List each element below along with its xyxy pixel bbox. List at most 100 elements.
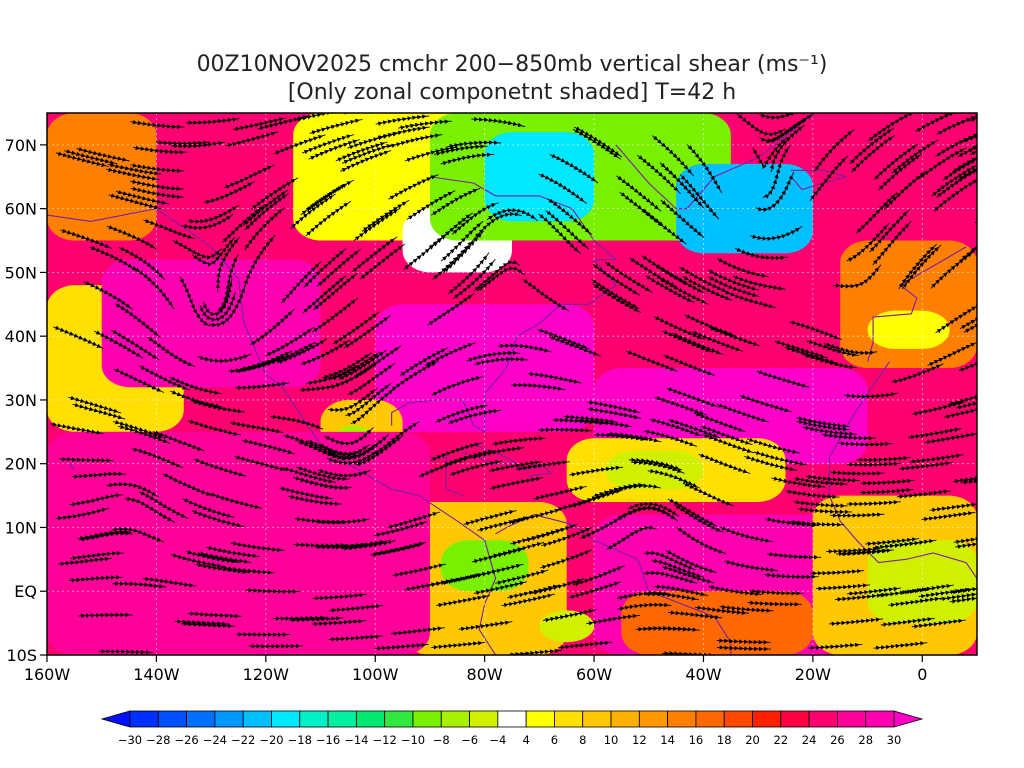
streamline xyxy=(447,140,502,149)
streamline xyxy=(806,339,860,357)
colorbar-swatch xyxy=(525,710,555,728)
lon-tick-label: 0 xyxy=(917,665,927,684)
streamline xyxy=(458,620,513,632)
colorbar-label: 26 xyxy=(830,733,845,747)
streamline xyxy=(418,457,471,478)
colorbar-label: 12 xyxy=(632,733,647,747)
colorbar-swatch xyxy=(610,710,640,728)
streamline xyxy=(955,394,977,410)
colorbar-swatch xyxy=(214,710,244,728)
streamline xyxy=(587,406,642,420)
colorbar-swatch xyxy=(837,710,867,728)
streamline xyxy=(558,640,613,650)
streamline xyxy=(71,471,126,479)
streamline xyxy=(935,303,977,334)
streamline xyxy=(919,147,967,179)
latitude-axis: 70N 60N 50N 40N 30N 20N 10N EQ 10S xyxy=(5,136,47,665)
colorbar-swatch xyxy=(129,710,159,728)
streamline xyxy=(568,581,622,600)
streamline xyxy=(142,576,197,588)
streamline xyxy=(572,128,621,160)
colorbar-swatch xyxy=(780,710,810,728)
coastline xyxy=(828,361,977,579)
streamline xyxy=(606,525,657,550)
streamline xyxy=(682,482,734,507)
streamline xyxy=(873,641,928,651)
streamline xyxy=(616,175,662,212)
colorbar-label: −30 xyxy=(118,733,142,747)
colorbar-swatch xyxy=(865,710,895,728)
streamline xyxy=(361,199,410,232)
streamline xyxy=(974,196,977,224)
streamline xyxy=(68,575,124,583)
colorbar-swatch xyxy=(752,710,782,728)
streamline xyxy=(617,505,669,520)
streamline xyxy=(654,395,707,416)
streamline xyxy=(196,562,250,575)
streamline xyxy=(694,605,749,615)
colorbar-label: 22 xyxy=(773,733,788,747)
streamline xyxy=(133,145,188,155)
streamline xyxy=(174,619,229,626)
streamline xyxy=(793,499,848,509)
streamline xyxy=(929,501,977,513)
streamline xyxy=(830,470,885,476)
colorbar-swatch xyxy=(638,710,669,728)
streamline xyxy=(628,457,683,471)
lon-tick-label: 100W xyxy=(352,665,399,684)
streamline xyxy=(235,355,289,374)
streamline xyxy=(108,193,162,210)
shear-region xyxy=(101,259,321,388)
colorbar-label: −28 xyxy=(146,733,170,747)
streamline xyxy=(686,144,723,194)
streamline xyxy=(509,508,563,525)
streamline xyxy=(106,225,158,250)
streamline xyxy=(815,583,871,591)
streamline xyxy=(541,526,594,548)
streamline xyxy=(471,547,526,564)
streamline xyxy=(797,506,852,515)
streamline xyxy=(958,352,977,372)
streamline xyxy=(341,113,393,115)
streamline xyxy=(724,559,778,573)
streamline xyxy=(793,476,848,487)
streamline xyxy=(497,343,552,353)
streamline xyxy=(221,204,266,243)
streamline xyxy=(451,202,499,235)
colorbar-label: −6 xyxy=(461,733,478,747)
streamline xyxy=(931,164,977,197)
streamline xyxy=(133,267,175,310)
streamline xyxy=(187,204,240,224)
colorbar-label: 6 xyxy=(551,733,558,747)
colorbar-swatch xyxy=(355,710,386,728)
streamline xyxy=(663,165,705,209)
streamline xyxy=(808,642,863,651)
streamline xyxy=(388,174,439,200)
streamline xyxy=(750,226,803,241)
streamline xyxy=(324,427,374,446)
streamline xyxy=(314,542,369,550)
streamline xyxy=(533,485,587,501)
streamline xyxy=(548,335,601,357)
shear-region xyxy=(621,591,813,655)
streamline xyxy=(527,371,582,384)
colorbar-label: 18 xyxy=(717,733,732,747)
streamline xyxy=(328,634,383,642)
colorbar-label: 14 xyxy=(660,733,675,747)
streamline xyxy=(300,339,351,366)
streamline xyxy=(203,181,256,205)
streamline xyxy=(280,260,322,304)
streamline xyxy=(311,618,366,627)
lon-tick-label: 40W xyxy=(685,665,721,684)
streamline xyxy=(270,414,324,430)
streamline xyxy=(206,545,260,558)
streamline xyxy=(538,427,593,433)
streamline xyxy=(55,507,110,521)
streamline xyxy=(814,129,855,172)
colorbar-label: −18 xyxy=(288,733,312,747)
streamline xyxy=(404,145,458,163)
streamline xyxy=(961,474,977,485)
streamline xyxy=(833,264,882,289)
streamline xyxy=(921,511,976,522)
streamline xyxy=(473,581,528,596)
